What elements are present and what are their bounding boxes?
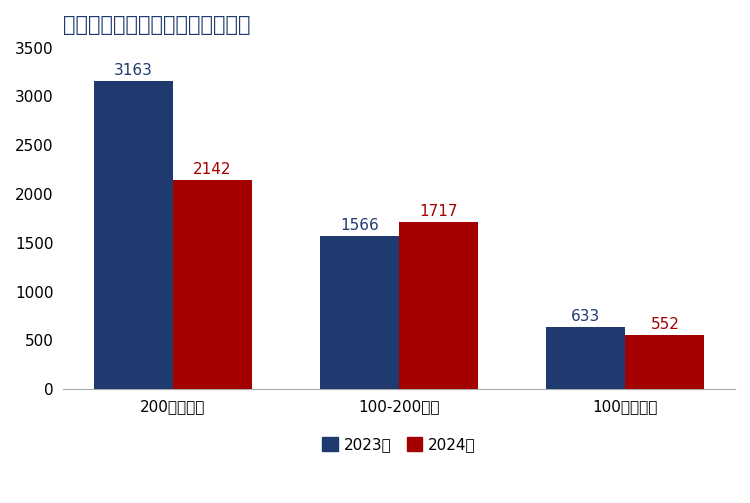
Text: 1717: 1717 <box>419 204 458 219</box>
Legend: 2023年, 2024年: 2023年, 2024年 <box>316 431 482 458</box>
Bar <box>320 236 399 389</box>
Text: 1566: 1566 <box>340 218 379 233</box>
Bar <box>173 180 252 389</box>
Text: 552: 552 <box>650 317 680 332</box>
Bar <box>94 80 173 389</box>
Bar <box>626 336 704 389</box>
Text: 2142: 2142 <box>194 162 232 177</box>
Text: 各市场规模螺纹消费总量（万吨）: 各市场规模螺纹消费总量（万吨） <box>63 15 250 35</box>
Text: 3163: 3163 <box>114 62 153 77</box>
Bar <box>399 222 478 389</box>
Bar <box>546 327 626 389</box>
Text: 633: 633 <box>571 309 600 324</box>
